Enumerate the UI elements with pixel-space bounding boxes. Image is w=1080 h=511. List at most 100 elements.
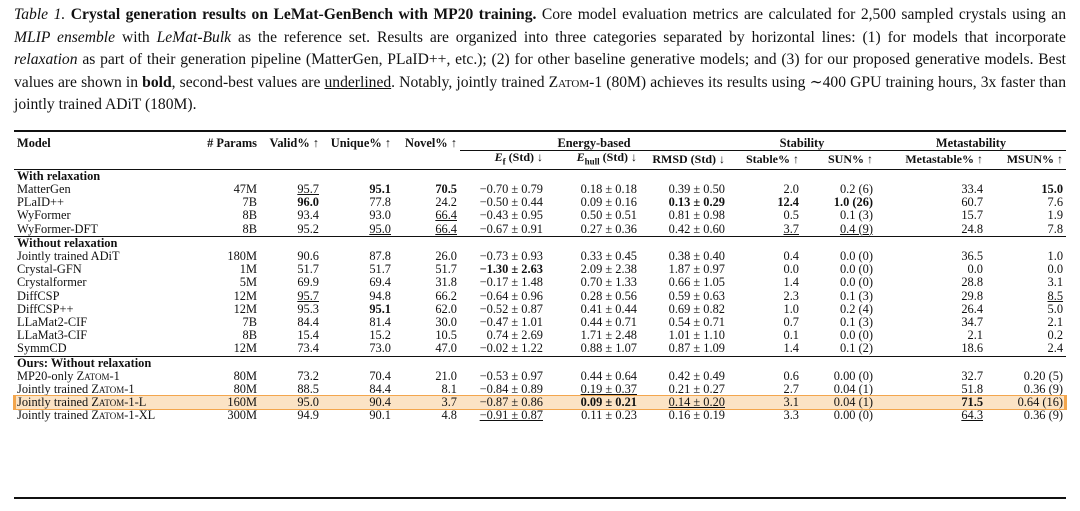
- header-model: Model: [17, 136, 51, 151]
- caption-text-2: with: [115, 28, 157, 46]
- value-cell: 0.88 ± 1.07: [580, 341, 637, 356]
- value-cell: 7.8: [1047, 221, 1064, 236]
- header-metastability-group: Metastability: [876, 137, 1067, 152]
- value-cell: 51.8: [961, 382, 984, 397]
- model-name-cell: LLaMat3-CIF: [17, 328, 88, 343]
- value-cell: 33.4: [961, 182, 984, 196]
- value-cell: 1.4: [783, 341, 800, 356]
- value-cell: 1.71 ± 2.48: [580, 328, 637, 343]
- header-novel: Novel% ↑: [405, 136, 457, 151]
- value-cell: 47.0: [435, 341, 457, 356]
- value-cell: 62.0: [435, 301, 457, 316]
- value-cell: 69.9: [297, 275, 319, 290]
- section-header: Without relaxation: [14, 235, 1067, 251]
- caption-title: Crystal generation results on LeMat-GenB…: [70, 6, 537, 23]
- caption-text-5: , second-best values are: [171, 73, 325, 91]
- table-row: WyFormer 8B 93.4 93.0 66.4 −0.43 ± 0.95 0.50 ±…: [14, 209, 1066, 222]
- model-name-cell: Jointly trained Zatom-1: [17, 382, 135, 397]
- header-sun: SUN% ↑: [828, 152, 874, 167]
- model-name-cell: WyFormer: [17, 208, 71, 223]
- value-cell: 77.8: [369, 195, 391, 210]
- value-cell: 34.7: [961, 315, 984, 330]
- value-cell: −0.53 ± 0.97: [479, 368, 543, 383]
- value-cell: 95.1: [369, 301, 391, 316]
- value-cell: 1.9: [1047, 208, 1064, 223]
- value-cell: 0.04 (1): [802, 396, 877, 410]
- value-cell: −1.30 ± 2.63: [479, 262, 543, 277]
- value-cell: 180M: [227, 249, 257, 264]
- caption-mlip: MLIP ensemble: [14, 28, 116, 46]
- value-cell: 94.8: [369, 288, 391, 303]
- model-name-cell: MatterGen: [17, 182, 71, 196]
- table-row: PLaID++ 7B 96.0 77.8 24.2 −0.50 ± 0.44 0.09 ± …: [14, 196, 1066, 209]
- value-cell: 80M: [233, 382, 257, 397]
- value-cell: 3.1: [728, 396, 802, 410]
- value-cell: 2.0: [783, 182, 800, 196]
- table-row: Jointly trained Zatom-1-L 160M 95.0 90.4 3.7…: [12, 395, 1068, 411]
- value-cell: 28.8: [961, 275, 984, 290]
- value-cell: 1.0: [1047, 249, 1064, 264]
- value-cell: 26.0: [435, 249, 457, 264]
- value-cell: 0.69 ± 0.82: [668, 301, 725, 316]
- value-cell: 8B: [242, 208, 257, 223]
- value-cell: 90.4: [322, 396, 394, 410]
- value-cell: 0.6: [783, 368, 800, 383]
- value-cell: 4.8: [441, 408, 458, 423]
- value-cell: 0.7: [783, 315, 800, 330]
- value-cell: 0.41 ± 0.44: [580, 301, 637, 316]
- value-cell: −0.17 ± 1.48: [479, 275, 543, 290]
- value-cell: 94.9: [297, 408, 319, 423]
- value-cell: 3.7: [783, 221, 800, 236]
- value-cell: 81.4: [369, 315, 391, 330]
- value-cell: 51.7: [297, 262, 319, 277]
- value-cell: 0.16 ± 0.19: [668, 408, 725, 423]
- value-cell: 8.5: [1047, 288, 1064, 303]
- value-cell: 1.0 (26): [833, 195, 874, 210]
- table-row: MP20-only Zatom-1 80M 73.2 70.4 21.0 −0.53 ± …: [14, 368, 1066, 383]
- value-cell: 0.1 (3): [839, 208, 874, 223]
- value-cell: 0.44 ± 0.71: [580, 315, 637, 330]
- table-row: Jointly trained Zatom-1 80M 88.5 84.4 8.1 −0.…: [14, 382, 1066, 397]
- value-cell: 24.2: [435, 195, 457, 210]
- value-cell: 95.7: [297, 288, 319, 303]
- value-cell: 87.8: [369, 249, 391, 264]
- value-cell: 10.5: [435, 328, 457, 343]
- value-cell: 2.09 ± 2.38: [580, 262, 637, 277]
- value-cell: 0.00 (0): [833, 368, 874, 383]
- value-cell: 0.27 ± 0.36: [580, 221, 637, 236]
- value-cell: 71.5: [876, 396, 987, 410]
- caption-text-7: (80M) achieves its results using ∼400 GP…: [14, 73, 1066, 114]
- value-cell: 60.7: [961, 195, 984, 210]
- value-cell: 0.50 ± 0.51: [580, 208, 637, 223]
- caption-text-4: as part of their generation pipeline (Ma…: [14, 51, 1066, 91]
- value-cell: 0.19 ± 0.37: [580, 382, 637, 397]
- model-name-cell: MP20-only Zatom-1: [17, 368, 120, 383]
- table-row: Crystalformer 5M 69.9 69.4 31.8 −0.17 ± 1.48 0…: [14, 276, 1066, 289]
- value-cell: 73.4: [297, 341, 319, 356]
- value-cell: −0.67 ± 0.91: [479, 221, 543, 236]
- value-cell: 15.2: [369, 328, 391, 343]
- value-cell: 0.21 ± 0.27: [668, 382, 725, 397]
- value-cell: 0.64 (16): [986, 396, 1067, 410]
- caption-text-6: . Notably, jointly trained: [391, 73, 549, 91]
- value-cell: 300M: [227, 408, 257, 423]
- caption-text-3: as the reference set. Results are organi…: [231, 28, 1066, 46]
- header-metastable: Metastable% ↑: [905, 152, 984, 167]
- table-row: DiffCSP 12M 95.7 94.8 66.2 −0.64 ± 0.96 0.28 ±…: [14, 288, 1066, 303]
- value-cell: 95.2: [297, 221, 319, 236]
- value-cell: −0.64 ± 0.96: [479, 288, 543, 303]
- value-cell: 90.1: [369, 408, 391, 423]
- table-row: SymmCD 12M 73.4 73.0 47.0 −0.02 ± 1.22 0.88 ± …: [14, 342, 1066, 356]
- caption-relaxation: relaxation: [14, 51, 78, 69]
- value-cell: 0.0: [783, 262, 800, 277]
- model-name-cell: SymmCD: [17, 341, 67, 356]
- caption-label: Table 1.: [14, 6, 66, 23]
- value-cell: 8B: [242, 328, 257, 343]
- value-cell: 66.4: [435, 221, 457, 236]
- value-cell: 84.4: [369, 382, 391, 397]
- value-cell: 31.8: [435, 275, 457, 290]
- table-row: LLaMat2-CIF 7B 84.4 81.4 30.0 −0.47 ± 1.01 0.4…: [14, 315, 1066, 330]
- value-cell: 0.36 (9): [1023, 382, 1064, 397]
- value-cell: 15.0: [1041, 182, 1064, 196]
- value-cell: 95.7: [297, 182, 319, 196]
